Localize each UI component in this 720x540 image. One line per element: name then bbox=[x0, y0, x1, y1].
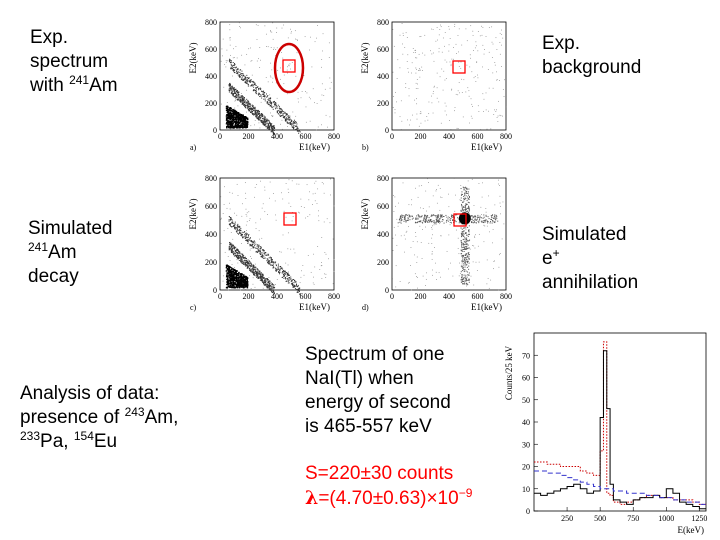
x-tick-label: 400 bbox=[443, 132, 455, 141]
y-tick-label: 0 bbox=[385, 126, 389, 135]
x-axis-label: E1(keV) bbox=[471, 142, 502, 152]
panel-letter: c) bbox=[190, 303, 197, 312]
roi-box bbox=[453, 213, 467, 227]
y-tick-label: 800 bbox=[205, 18, 217, 27]
y-tick-label: 800 bbox=[377, 174, 389, 183]
y-tick-label: 600 bbox=[377, 202, 389, 211]
y-axis-label: E2(keV) bbox=[188, 199, 198, 230]
label-exp-spectrum: Exp. spectrum with 241Am bbox=[30, 27, 118, 96]
x-tick-label: 0 bbox=[218, 292, 222, 301]
x-tick-label: 200 bbox=[415, 132, 427, 141]
label-spectrum-note: Spectrum of one NaI(Tl) when energy of s… bbox=[305, 344, 451, 437]
y-tick-label: 400 bbox=[377, 72, 389, 81]
y-tick-label: 0 bbox=[526, 507, 530, 516]
roi-box bbox=[282, 59, 296, 73]
y-tick-label: 600 bbox=[205, 202, 217, 211]
x-tick-label: 0 bbox=[390, 292, 394, 301]
spectrum-histogram: 0 10 20 30 40 50 60 70 250 500 750 1000 1250 E(keV) Co… bbox=[504, 332, 707, 535]
y-axis-label: Counts/25 keV bbox=[504, 345, 514, 400]
y-tick-label: 400 bbox=[205, 72, 217, 81]
series-blue-dashed bbox=[534, 470, 706, 505]
x-tick-label: 800 bbox=[328, 292, 340, 301]
panel-frame bbox=[219, 177, 335, 291]
x-axis-label: E1(keV) bbox=[299, 142, 330, 152]
panel-letter: a) bbox=[190, 143, 197, 152]
x-tick-label: 200 bbox=[243, 132, 255, 141]
y-tick-label: 200 bbox=[377, 258, 389, 267]
scatter-panel: 00200200400400600600800800E1(keV)E2(keV)… bbox=[360, 18, 512, 152]
y-tick-label: 50 bbox=[522, 396, 530, 405]
x-tick-label: 600 bbox=[472, 292, 484, 301]
y-tick-label: 600 bbox=[377, 45, 389, 54]
scatter-panel: 00200200400400600600800800E1(keV)E2(keV)… bbox=[188, 18, 340, 152]
result-formula: S=220±30 counts λ=(4.70±0.63)×10−9 bbox=[305, 463, 473, 509]
panel-frame bbox=[391, 177, 507, 291]
annihilation-peak bbox=[458, 212, 471, 225]
x-tick-label: 600 bbox=[472, 132, 484, 141]
y-tick-label: 40 bbox=[522, 418, 530, 427]
x-axis-label: E1(keV) bbox=[299, 302, 330, 312]
scatter-panel: 00200200400400600600800800E1(keV)E2(keV)… bbox=[188, 174, 340, 312]
x-tick-label: 1000 bbox=[658, 514, 674, 523]
y-axis-label: E2(keV) bbox=[360, 43, 370, 74]
x-tick-label: 1250 bbox=[691, 514, 707, 523]
label-exp-background: Exp. background bbox=[542, 33, 642, 78]
series-red-dotted bbox=[534, 341, 706, 505]
x-tick-label: 600 bbox=[300, 292, 312, 301]
y-tick-label: 400 bbox=[377, 230, 389, 239]
y-tick-label: 400 bbox=[205, 230, 217, 239]
y-tick-label: 800 bbox=[377, 18, 389, 27]
roi-highlight-ellipse bbox=[273, 42, 305, 94]
y-tick-label: 10 bbox=[522, 485, 530, 494]
label-analysis-of-data: Analysis of data: presence of 243Am, 233… bbox=[20, 383, 179, 452]
y-tick-label: 30 bbox=[522, 440, 530, 449]
x-tick-label: 0 bbox=[390, 132, 394, 141]
label-simulated-am-decay: Simulated 241Am decay bbox=[28, 218, 113, 287]
label-simulated-annihilation: Simulated e+ annihilation bbox=[542, 224, 639, 293]
x-tick-label: 400 bbox=[443, 292, 455, 301]
x-tick-label: 400 bbox=[271, 132, 283, 141]
series-black bbox=[534, 350, 706, 510]
x-tick-label: 250 bbox=[561, 514, 573, 523]
y-tick-label: 200 bbox=[377, 99, 389, 108]
x-axis-label: E(keV) bbox=[678, 525, 705, 535]
y-axis-label: E2(keV) bbox=[188, 43, 198, 74]
y-tick-label: 20 bbox=[522, 463, 530, 472]
x-axis-label: E1(keV) bbox=[471, 302, 502, 312]
x-tick-label: 0 bbox=[218, 132, 222, 141]
panel-frame bbox=[391, 21, 507, 131]
x-tick-label: 750 bbox=[627, 514, 639, 523]
x-tick-label: 800 bbox=[500, 132, 512, 141]
plot-frame bbox=[533, 332, 707, 512]
x-tick-label: 200 bbox=[243, 292, 255, 301]
panel-letter: d) bbox=[362, 303, 369, 312]
x-tick-label: 800 bbox=[500, 292, 512, 301]
x-tick-label: 600 bbox=[300, 132, 312, 141]
y-tick-label: 70 bbox=[522, 351, 530, 360]
y-tick-label: 0 bbox=[213, 126, 217, 135]
y-tick-label: 0 bbox=[385, 286, 389, 295]
y-tick-label: 0 bbox=[213, 286, 217, 295]
roi-box bbox=[283, 212, 297, 226]
roi-box bbox=[452, 60, 466, 74]
y-tick-label: 200 bbox=[205, 258, 217, 267]
x-tick-label: 800 bbox=[328, 132, 340, 141]
y-tick-label: 200 bbox=[205, 99, 217, 108]
y-tick-label: 600 bbox=[205, 45, 217, 54]
y-axis-label: E2(keV) bbox=[360, 199, 370, 230]
y-tick-label: 60 bbox=[522, 374, 530, 383]
y-tick-label: 800 bbox=[205, 174, 217, 183]
x-tick-label: 500 bbox=[594, 514, 606, 523]
scatter-panel: 00200200400400600600800800E1(keV)E2(keV)… bbox=[360, 174, 512, 312]
panel-frame bbox=[219, 21, 335, 131]
panel-letter: b) bbox=[362, 143, 369, 152]
x-tick-label: 200 bbox=[415, 292, 427, 301]
x-tick-label: 400 bbox=[271, 292, 283, 301]
